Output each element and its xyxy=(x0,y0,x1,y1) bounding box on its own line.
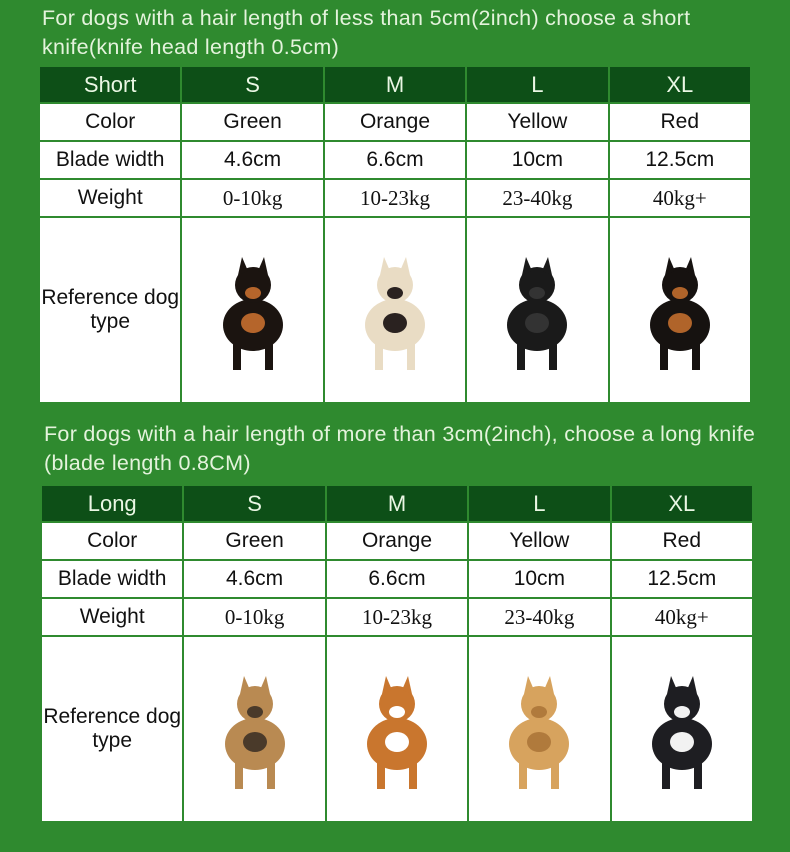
table-cell: Orange xyxy=(324,104,466,140)
golden-retriever-photo xyxy=(469,637,610,821)
short-knife-intro: For dogs with a hair length of less than… xyxy=(42,6,691,59)
table-cell: Yellow xyxy=(469,523,610,559)
table-cell: 4.6cm xyxy=(184,561,325,597)
table-header-row: Short S M L XL xyxy=(40,67,750,102)
table-cell: Green xyxy=(182,104,323,140)
long-knife-intro: For dogs with a hair length of more than… xyxy=(44,422,756,475)
header-cell: XL xyxy=(609,67,750,102)
table-cell: 10cm xyxy=(469,561,610,597)
yorkshire-terrier-photo xyxy=(184,637,325,821)
table-row: Blade width 4.6cm 6.6cm 10cm 12.5cm xyxy=(42,561,752,597)
table-row: Color Green Orange Yellow Red xyxy=(40,104,750,140)
header-cell: L xyxy=(469,486,610,521)
table-cell: Red xyxy=(611,523,752,559)
table-cell: 12.5cm xyxy=(611,561,752,597)
chihuahua-photo xyxy=(182,218,323,402)
husky-photo xyxy=(611,637,752,821)
row-label: Blade width xyxy=(42,561,183,597)
table-cell: 6.6cm xyxy=(326,561,468,597)
table-cell: 4.6cm xyxy=(182,142,323,178)
header-cell: M xyxy=(324,67,466,102)
table-cell: Orange xyxy=(326,523,468,559)
table-cell: Yellow xyxy=(467,104,608,140)
black-labrador-photo xyxy=(467,218,608,402)
rottweiler-photo xyxy=(609,218,750,402)
header-cell: M xyxy=(326,486,468,521)
long-knife-size-table: Long S M L XL Color Green Orange Yellow Red Blade … xyxy=(40,484,754,823)
row-label: Blade width xyxy=(40,142,181,178)
row-label: Color xyxy=(40,104,181,140)
table-row: Color Green Orange Yellow Red xyxy=(42,523,752,559)
table-cell: 40kg+ xyxy=(611,599,752,635)
table-cell: Red xyxy=(609,104,750,140)
row-label: Color xyxy=(42,523,183,559)
row-label: Weight xyxy=(42,599,183,635)
header-cell: Long xyxy=(42,486,183,521)
reference-label: Reference dog type xyxy=(42,637,183,821)
header-cell: S xyxy=(184,486,325,521)
row-label: Weight xyxy=(40,180,181,216)
header-cell: L xyxy=(467,67,608,102)
reference-dog-row: Reference dog type xyxy=(42,637,752,821)
corgi-photo xyxy=(326,637,468,821)
table-cell: 10-23kg xyxy=(326,599,468,635)
table-cell: 10-23kg xyxy=(324,180,466,216)
table-cell: 10cm xyxy=(467,142,608,178)
table-row: Blade width 4.6cm 6.6cm 10cm 12.5cm xyxy=(40,142,750,178)
table-row: Weight 0-10kg 10-23kg 23-40kg 40kg+ xyxy=(40,180,750,216)
table-header-row: Long S M L XL xyxy=(42,486,752,521)
table-cell: 23-40kg xyxy=(469,599,610,635)
table-cell: 0-10kg xyxy=(184,599,325,635)
header-cell: XL xyxy=(611,486,752,521)
short-knife-size-table: Short S M L XL Color Green Orange Yellow Red Blade… xyxy=(38,65,752,404)
table-cell: 40kg+ xyxy=(609,180,750,216)
reference-dog-row: Reference dog type xyxy=(40,218,750,402)
table-cell: Green xyxy=(184,523,325,559)
table-row: Weight 0-10kg 10-23kg 23-40kg 40kg+ xyxy=(42,599,752,635)
table-cell: 6.6cm xyxy=(324,142,466,178)
table-cell: 12.5cm xyxy=(609,142,750,178)
table-cell: 23-40kg xyxy=(467,180,608,216)
header-cell: Short xyxy=(40,67,181,102)
reference-label: Reference dog type xyxy=(40,218,181,402)
header-cell: S xyxy=(182,67,323,102)
pug-photo xyxy=(324,218,466,402)
table-cell: 0-10kg xyxy=(182,180,323,216)
